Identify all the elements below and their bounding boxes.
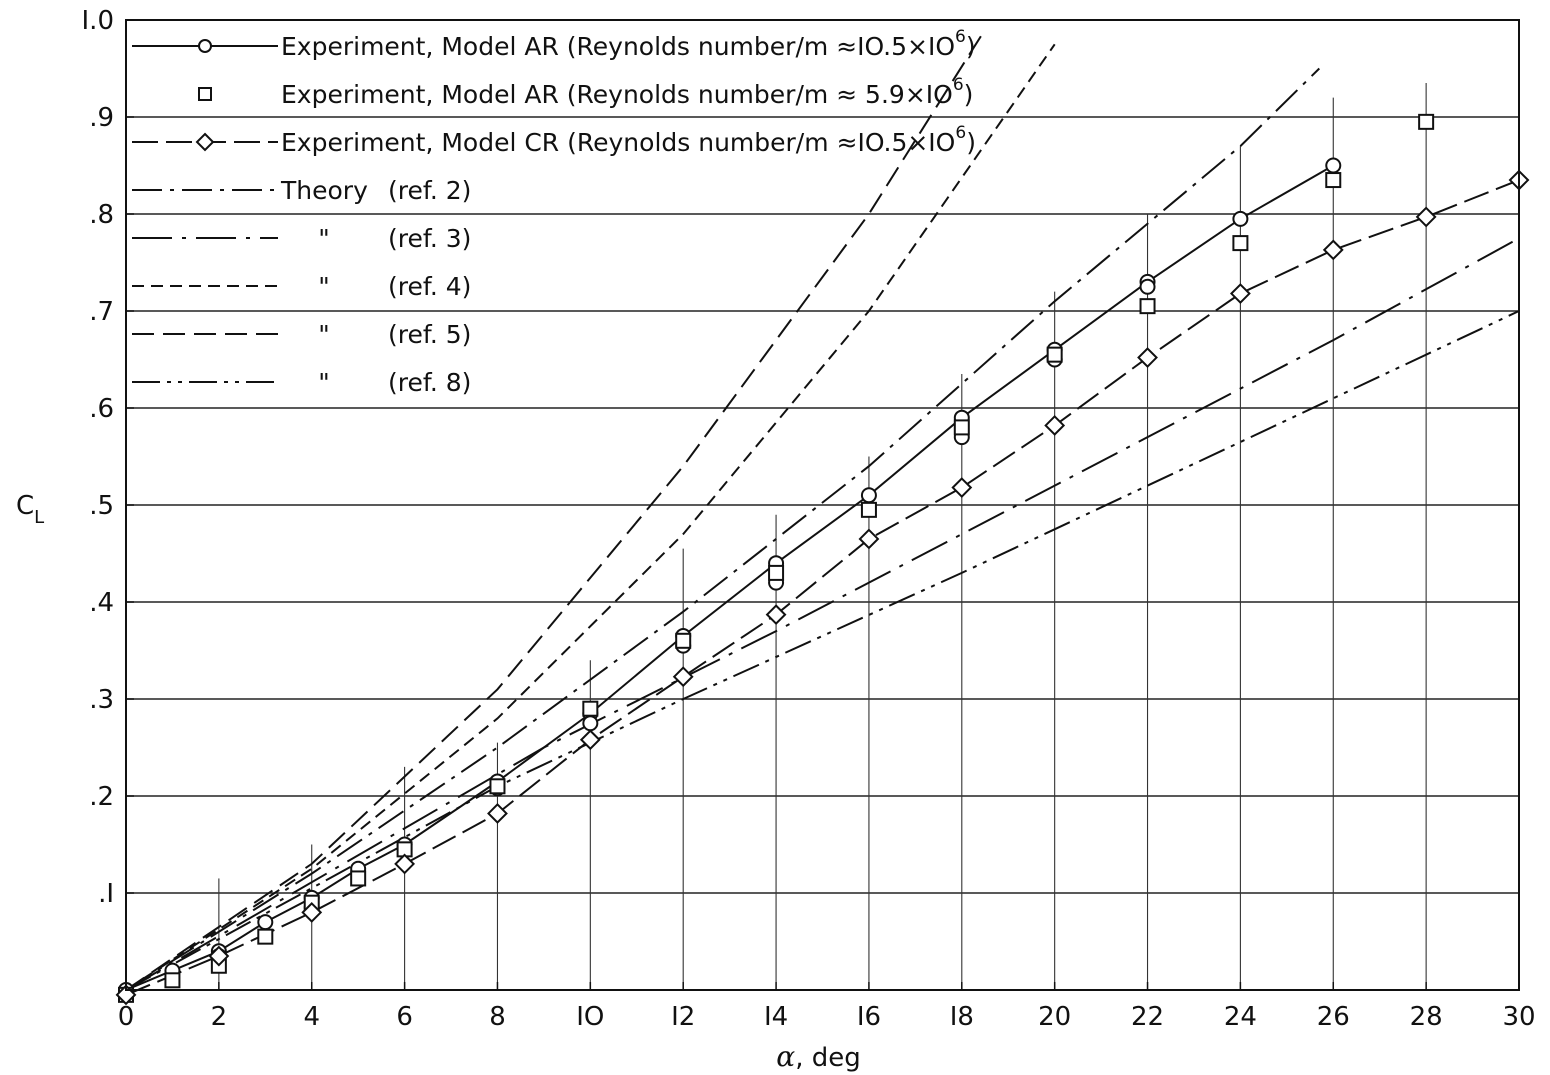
legend-ref-6: (ref. 5) bbox=[388, 320, 471, 349]
data-point-s1-5 bbox=[350, 870, 367, 887]
series-line-7 bbox=[125, 310, 1520, 991]
data-point-s1-13 bbox=[1046, 346, 1063, 363]
data-point-s2-13 bbox=[1322, 239, 1344, 261]
data-point-s0-16 bbox=[1325, 157, 1342, 174]
data-point-s1-12 bbox=[953, 419, 970, 436]
legend-label-1: Experiment, Model AR (Reynolds number/m … bbox=[281, 75, 973, 109]
data-point-s1-7 bbox=[489, 778, 506, 795]
data-point-s0-11 bbox=[860, 487, 877, 504]
x-tick-label-7: I4 bbox=[764, 1002, 788, 1032]
data-point-s1-10 bbox=[768, 564, 785, 581]
legend-entry-3: Theory (ref. 2) bbox=[132, 176, 471, 205]
legend-marker-1 bbox=[198, 87, 212, 101]
y-tick-label-5: .6 bbox=[89, 394, 114, 424]
x-tick-label-12: 24 bbox=[1224, 1002, 1257, 1032]
data-point-s2-5 bbox=[579, 729, 601, 751]
legend-ref-4: (ref. 3) bbox=[388, 224, 471, 253]
legend-entry-7: " (ref. 8) bbox=[132, 368, 471, 397]
legend-marker-0 bbox=[198, 39, 212, 53]
data-point-s2-11 bbox=[1137, 347, 1158, 368]
y-tick-label-0: .I bbox=[98, 879, 114, 909]
legend-ref-7: (ref. 8) bbox=[388, 368, 471, 397]
x-tick-label-0: 0 bbox=[118, 1002, 135, 1032]
data-point-s1-17 bbox=[1418, 113, 1435, 130]
y-tick-label-1: .2 bbox=[89, 782, 114, 812]
legend-entry-5: " (ref. 4) bbox=[132, 272, 471, 301]
data-point-s2-9 bbox=[951, 477, 973, 498]
y-tick-label-3: .4 bbox=[89, 588, 114, 618]
data-point-s1-15 bbox=[1232, 235, 1249, 252]
x-tick-label-10: 20 bbox=[1038, 1002, 1071, 1032]
legend: Experiment, Model AR (Reynolds number/m … bbox=[132, 27, 976, 397]
data-markers bbox=[115, 113, 1530, 1006]
legend-entry-6: " (ref. 5) bbox=[132, 320, 471, 349]
legend-ref-3: (ref. 2) bbox=[388, 176, 471, 205]
series-line-2 bbox=[125, 179, 1520, 996]
legend-entry-2: Experiment, Model CR (Reynolds number/m … bbox=[132, 123, 976, 157]
x-tick-label-4: 8 bbox=[489, 1002, 506, 1032]
data-point-s2-4 bbox=[487, 803, 508, 824]
x-tick-label-13: 26 bbox=[1317, 1002, 1350, 1032]
x-tick-label-14: 28 bbox=[1410, 1002, 1443, 1032]
data-point-s0-3 bbox=[257, 914, 274, 931]
tick-labels: 0 2 4 6 8 IO I2 I4 I6 I8 20 22 24 26 28 30.I.2.3.4.5.6.… bbox=[82, 6, 1536, 1032]
data-point-s2-10 bbox=[1044, 415, 1066, 436]
y-tick-label-9: I.0 bbox=[82, 6, 114, 36]
legend-entry-0: Experiment, Model AR (Reynolds number/m … bbox=[132, 27, 976, 61]
x-tick-label-15: 30 bbox=[1502, 1002, 1535, 1032]
y-tick-label-6: .7 bbox=[89, 297, 114, 327]
series-line-3 bbox=[125, 67, 1321, 991]
data-point-s0-extra-8 bbox=[1139, 278, 1156, 295]
x-axis-label: α, deg bbox=[776, 1040, 860, 1073]
y-tick-label-8: .9 bbox=[89, 103, 114, 133]
y-axis-label: CL bbox=[16, 491, 44, 528]
data-point-s1-8 bbox=[582, 700, 599, 717]
legend-marker-2 bbox=[195, 132, 215, 152]
data-point-s0-15 bbox=[1232, 210, 1249, 227]
x-tick-label-2: 4 bbox=[303, 1002, 320, 1032]
legend-label-0: Experiment, Model AR (Reynolds number/m … bbox=[281, 27, 976, 61]
data-point-s2-2 bbox=[301, 901, 323, 923]
series-line-4 bbox=[125, 237, 1520, 991]
legend-label-2: Experiment, Model CR (Reynolds number/m … bbox=[281, 123, 976, 157]
axis-labels: α, deg CL bbox=[16, 491, 861, 1073]
data-point-s2-6 bbox=[672, 666, 694, 688]
x-tick-label-6: I2 bbox=[671, 1002, 695, 1032]
data-point-s1-3 bbox=[257, 928, 274, 945]
y-tick-label-2: .3 bbox=[89, 685, 114, 715]
data-point-s2-12 bbox=[1229, 283, 1251, 304]
legend-label-3: Theory bbox=[280, 176, 368, 205]
x-tick-label-8: I6 bbox=[857, 1002, 881, 1032]
legend-label-4: " bbox=[318, 224, 330, 253]
x-tick-label-1: 2 bbox=[211, 1002, 228, 1032]
data-point-s2-8 bbox=[858, 528, 880, 550]
data-point-s1-16 bbox=[1325, 172, 1342, 189]
data-point-s1-11 bbox=[860, 501, 877, 518]
data-point-s2-3 bbox=[394, 853, 416, 875]
x-tick-label-11: 22 bbox=[1131, 1002, 1164, 1032]
data-point-s1-1 bbox=[164, 972, 181, 989]
y-tick-label-7: .8 bbox=[89, 200, 114, 230]
data-point-s2-7 bbox=[765, 604, 787, 626]
series-line-6 bbox=[125, 29, 986, 991]
legend-label-5: " bbox=[318, 272, 330, 301]
legend-ref-5: (ref. 4) bbox=[388, 272, 471, 301]
data-point-s1-9 bbox=[675, 632, 692, 649]
series-lines bbox=[125, 29, 1520, 996]
y-tick-label-4: .5 bbox=[89, 491, 114, 521]
x-tick-label-3: 6 bbox=[396, 1002, 413, 1032]
legend-label-6: " bbox=[318, 320, 330, 349]
x-tick-label-5: IO bbox=[576, 1002, 604, 1032]
data-point-s2-14 bbox=[1415, 206, 1437, 228]
legend-label-7: " bbox=[318, 368, 330, 397]
legend-entry-4: " (ref. 3) bbox=[132, 224, 471, 253]
data-point-s2-1 bbox=[208, 945, 230, 967]
legend-entry-1: Experiment, Model AR (Reynolds number/m … bbox=[198, 75, 973, 109]
data-point-s0-extra-3 bbox=[582, 715, 599, 732]
data-point-s1-14 bbox=[1139, 298, 1156, 315]
x-tick-label-9: I8 bbox=[950, 1002, 974, 1032]
series-line-5 bbox=[125, 43, 1056, 991]
